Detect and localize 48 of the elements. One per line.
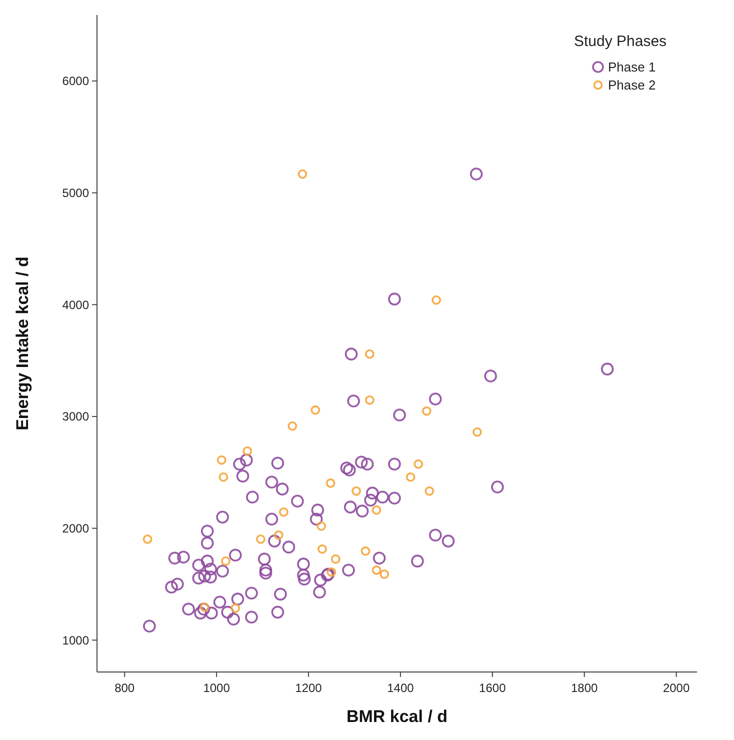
point [360,546,370,556]
legend-label: Phase 1 [608,60,656,75]
point [326,567,336,577]
point [352,486,362,496]
point [216,455,226,465]
x-tick-label: 800 [114,681,135,695]
point [230,603,240,613]
point [256,534,266,544]
x-axis-title: BMR kcal / d [346,707,448,726]
point [288,421,298,431]
point [218,472,228,482]
point [298,169,308,179]
point [278,507,288,517]
x-tick-label: 1000 [203,681,230,695]
y-tick-label: 5000 [62,186,90,200]
y-tick-label: 4000 [62,298,90,312]
y-axis-title: Energy Intake kcal / d [13,256,32,430]
point [310,405,320,415]
y-tick-label: 1000 [62,633,90,648]
point [422,406,432,416]
x-tick-label: 1800 [571,681,598,695]
x-tick-label: 1200 [295,681,322,695]
point [406,472,416,482]
point [326,478,336,488]
x-tick-label: 1400 [387,681,414,695]
point [424,486,434,496]
point [472,427,482,437]
point [414,459,424,469]
point [274,530,284,540]
point [380,569,390,579]
point [364,349,374,359]
point [318,544,327,554]
point [242,446,252,456]
point [330,554,340,564]
x-tick-label: 1600 [479,681,506,695]
point [432,295,442,305]
legend-label: Phase 2 [608,78,656,93]
point [316,521,326,531]
x-tick-label: 2000 [662,681,690,695]
point [372,565,382,575]
y-tick-label: 6000 [62,74,90,88]
y-tick-label: 3000 [62,410,90,424]
y-tick-label: 2000 [62,522,90,536]
legend-title: Study Phases [574,33,667,50]
point [372,505,382,515]
point [364,395,374,405]
point [221,556,230,566]
point [142,534,152,544]
